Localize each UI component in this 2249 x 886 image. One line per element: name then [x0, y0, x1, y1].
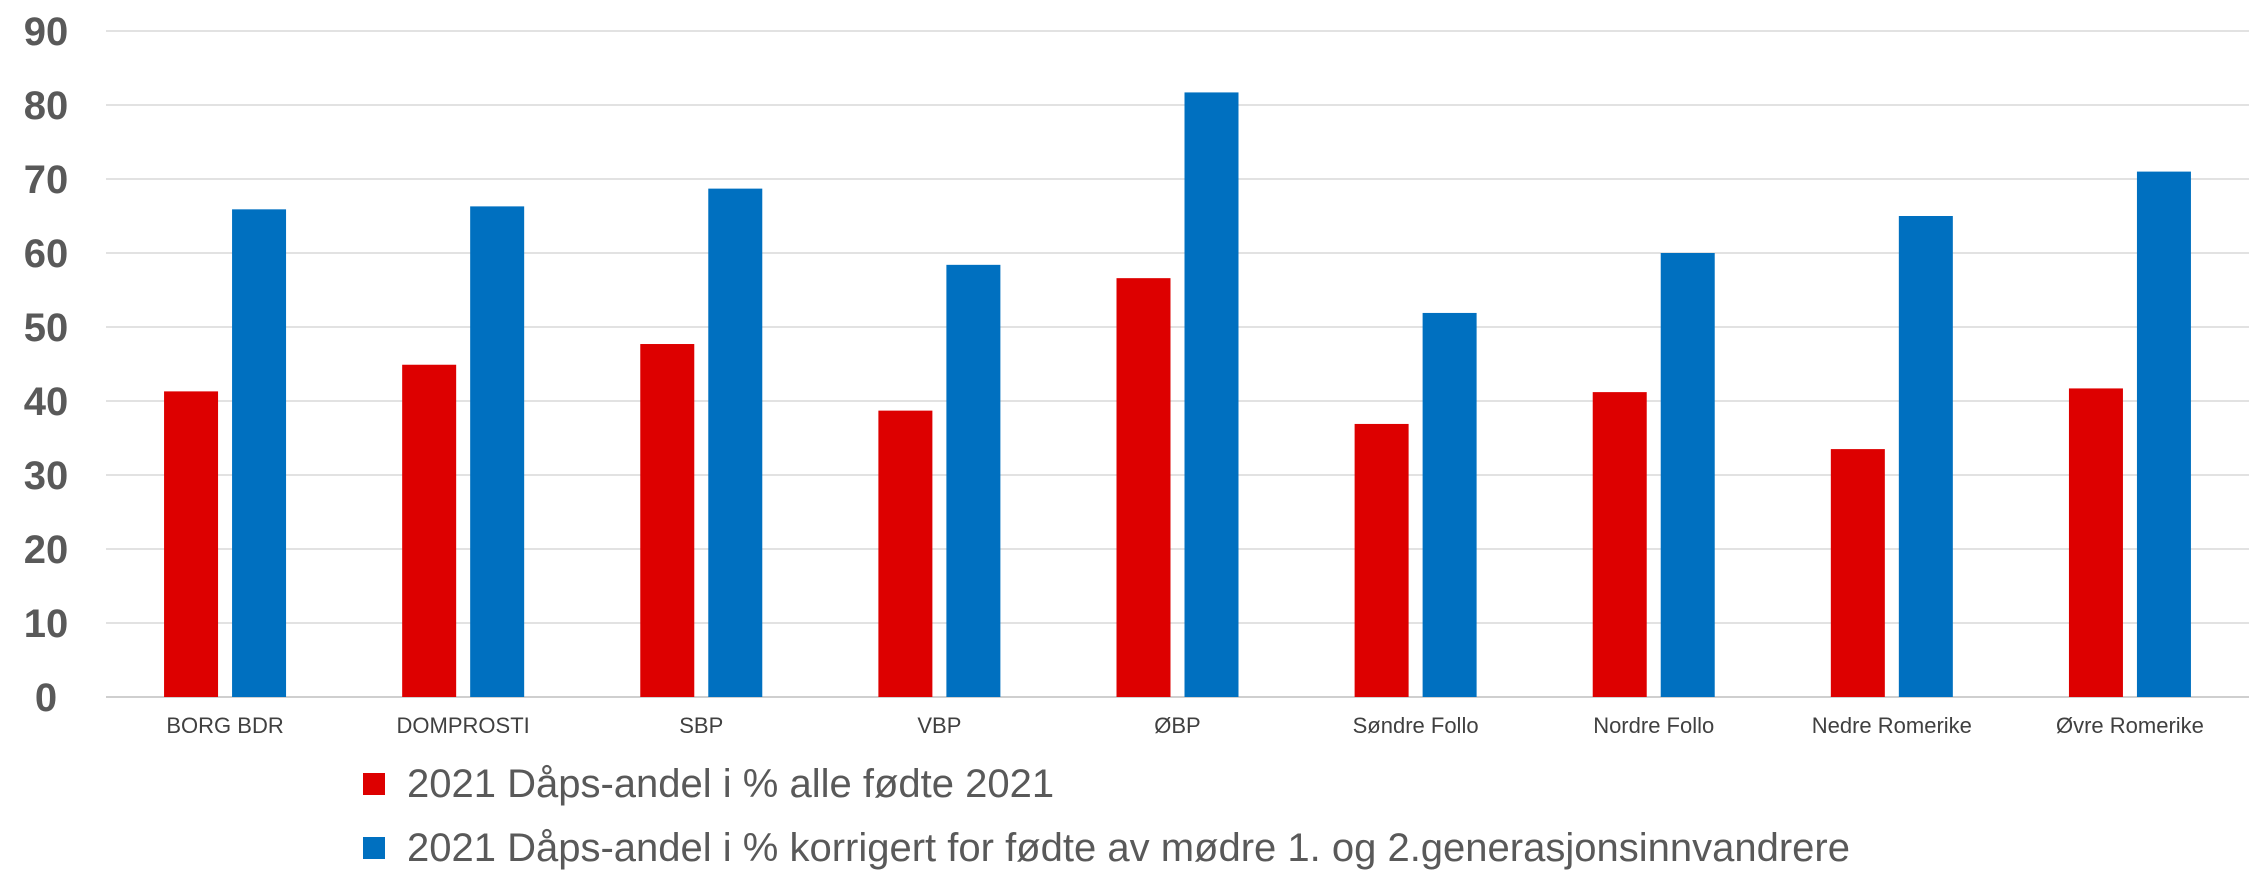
- bar-series-2-2: [470, 206, 525, 697]
- bar-series-2-8: [1898, 216, 1953, 697]
- x-tick-label: Søndre Follo: [1353, 713, 1479, 738]
- y-tick-label: 20: [24, 528, 69, 572]
- bar-series-2-1: [232, 209, 287, 697]
- x-axis-tick-labels: BORG BDR DOMPROSTI SBP VBP ØBP Søndre Follo No…: [166, 713, 2204, 738]
- bar-series-1-7: [1592, 392, 1647, 697]
- bar-series-1-8: [1830, 449, 1885, 697]
- x-tick-label: DOMPROSTI: [397, 713, 530, 738]
- legend-label-series-1: 2021 Dåps-andel i % alle fødte 2021: [407, 761, 1055, 806]
- x-tick-label: BORG BDR: [166, 713, 283, 738]
- bar-series-1-6: [1354, 423, 1409, 697]
- bar-series-1-9: [2068, 388, 2123, 697]
- bar-series-2-9: [2136, 171, 2191, 698]
- bar-series-2-7: [1660, 253, 1715, 697]
- legend: 2021 Dåps-andel i % alle fødte 2021 2021…: [363, 758, 1850, 886]
- legend-item-series-1: 2021 Dåps-andel i % alle fødte 2021: [363, 758, 1850, 810]
- legend-item-series-2: 2021 Dåps-andel i % korrigert for fødte …: [363, 822, 1850, 874]
- y-tick-label: 60: [24, 232, 69, 276]
- bar-series-1-3: [640, 344, 695, 697]
- legend-label-series-2: 2021 Dåps-andel i % korrigert for fødte …: [407, 825, 1850, 870]
- gridlines: [106, 30, 2249, 698]
- x-tick-label: Øvre Romerike: [2056, 713, 2204, 738]
- x-tick-label: Nordre Follo: [1593, 713, 1714, 738]
- y-tick-label: 40: [24, 380, 69, 424]
- bar-series-1-5: [1116, 278, 1171, 697]
- y-tick-label: 80: [24, 84, 69, 128]
- bar-chart: 0 10 20 30 40 50 60 70 80 90 BORG BDR DOMPROSTI SBP…: [24, 10, 2249, 738]
- bars: [164, 92, 2191, 698]
- x-tick-label: Nedre Romerike: [1812, 713, 1972, 738]
- bar-series-1-2: [402, 364, 457, 697]
- y-tick-label: 30: [24, 454, 69, 498]
- y-tick-label: 0: [35, 676, 57, 720]
- y-tick-label: 70: [24, 158, 69, 202]
- bar-series-1-1: [164, 391, 219, 697]
- legend-swatch-series-1: [363, 773, 385, 795]
- bar-series-2-4: [946, 264, 1001, 697]
- y-tick-label: 10: [24, 602, 69, 646]
- bar-series-2-5: [1184, 92, 1239, 698]
- x-tick-label: SBP: [679, 713, 723, 738]
- y-tick-label: 90: [24, 10, 69, 54]
- bar-series-2-6: [1422, 312, 1477, 697]
- legend-swatch-series-2: [363, 837, 385, 859]
- bar-series-1-4: [878, 410, 933, 697]
- y-axis-tick-labels: 0 10 20 30 40 50 60 70 80 90: [24, 10, 69, 720]
- y-tick-label: 50: [24, 306, 69, 350]
- bar-series-2-3: [708, 188, 763, 697]
- x-tick-label: ØBP: [1154, 713, 1200, 738]
- x-tick-label: VBP: [917, 713, 961, 738]
